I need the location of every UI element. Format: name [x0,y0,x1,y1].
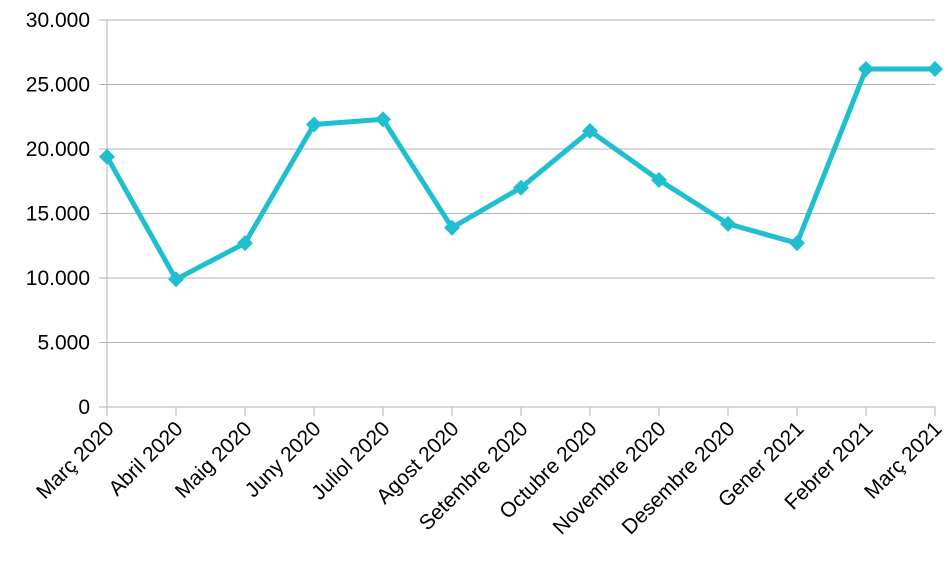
data-point-marker [168,271,184,288]
y-tick-label: 0 [78,396,90,419]
data-point-marker [927,61,943,78]
y-tick-label: 25.000 [26,74,90,97]
y-tick-label: 30.000 [26,9,90,32]
data-point-marker [651,171,667,188]
y-tick-label: 15.000 [26,203,90,226]
y-tick-labels: 0 5.000 10.000 15.000 20.000 25.000 30.000 [26,9,90,419]
data-point-marker [720,215,736,232]
y-tick-label: 10.000 [26,267,90,290]
data-point-marker [582,122,598,139]
data-point-marker [858,61,874,78]
data-point-marker [99,148,115,165]
y-tick-label: 5.000 [37,332,90,355]
data-point-marker [789,235,805,252]
data-point-marker [375,111,391,128]
data-point-marker [513,179,529,196]
axis-layer [99,19,936,416]
grid-layer [107,19,935,408]
y-tick-label: 20.000 [26,138,90,161]
series-line [104,66,938,282]
x-tick-label: Març 2020 [32,417,118,503]
series-layer [99,61,943,288]
data-point-marker [237,235,253,252]
data-point-marker [306,116,322,133]
data-point-marker [444,219,460,236]
